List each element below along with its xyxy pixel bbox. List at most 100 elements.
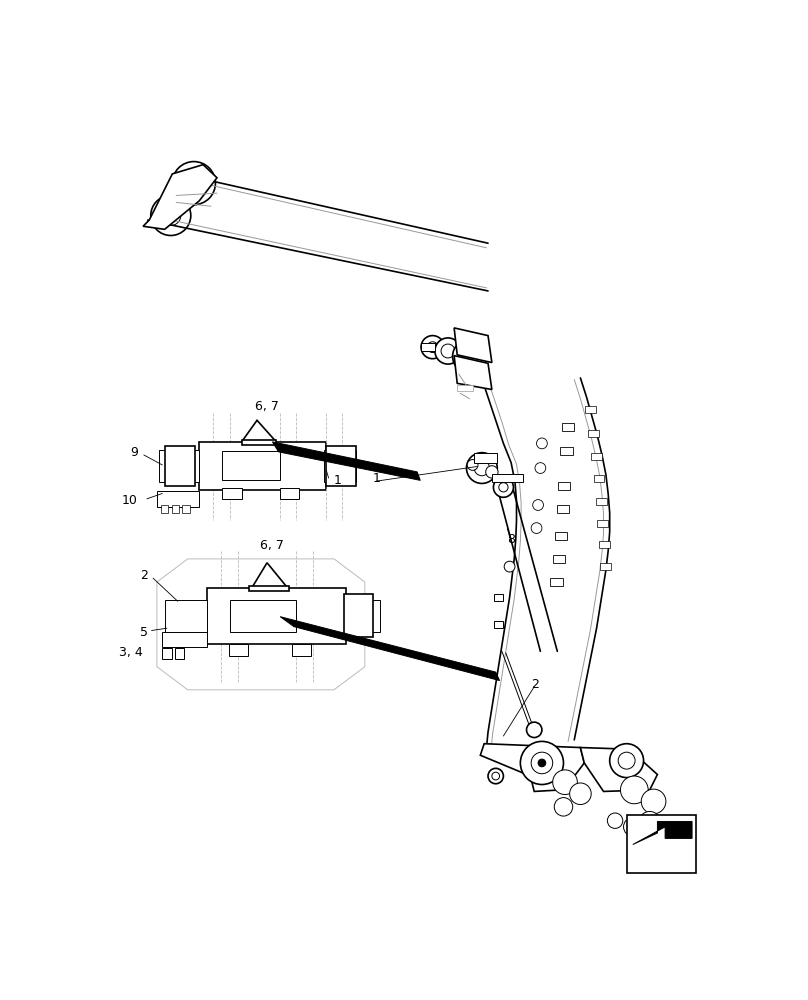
Circle shape	[466, 453, 497, 483]
Bar	[250, 586, 289, 591]
Circle shape	[461, 348, 478, 365]
Circle shape	[639, 811, 660, 833]
Circle shape	[520, 741, 563, 785]
Circle shape	[492, 772, 499, 780]
Bar	[595, 498, 607, 505]
Bar	[585, 406, 595, 413]
Bar	[230, 600, 296, 632]
Bar	[346, 600, 381, 632]
Bar	[161, 505, 169, 513]
Bar	[591, 453, 602, 460]
Bar	[165, 600, 207, 632]
Circle shape	[161, 205, 181, 225]
Bar	[242, 440, 276, 445]
Text: 6, 7: 6, 7	[255, 400, 279, 413]
Polygon shape	[280, 617, 499, 681]
Bar	[600, 563, 611, 570]
Bar	[627, 815, 696, 873]
Circle shape	[435, 338, 461, 364]
Circle shape	[531, 523, 542, 533]
Polygon shape	[272, 442, 420, 480]
Circle shape	[642, 789, 666, 814]
Bar	[561, 447, 573, 455]
Bar	[555, 532, 567, 540]
Circle shape	[504, 561, 515, 572]
Bar	[159, 450, 200, 482]
Bar	[207, 588, 346, 644]
Circle shape	[427, 342, 438, 353]
Bar	[222, 451, 280, 480]
Text: 6, 7: 6, 7	[260, 539, 284, 552]
Polygon shape	[454, 328, 492, 363]
Bar	[344, 594, 373, 637]
Circle shape	[183, 172, 204, 194]
Bar	[588, 430, 599, 437]
Bar	[599, 541, 610, 548]
Bar	[183, 505, 190, 513]
Polygon shape	[580, 748, 658, 791]
Text: 8: 8	[507, 533, 516, 546]
Circle shape	[172, 162, 216, 205]
Bar	[162, 648, 171, 659]
Bar	[494, 594, 503, 601]
Circle shape	[452, 339, 486, 373]
Circle shape	[535, 463, 545, 473]
Bar	[292, 644, 311, 656]
Bar	[200, 442, 326, 490]
Bar	[165, 446, 196, 486]
Circle shape	[610, 744, 643, 778]
Circle shape	[486, 466, 498, 478]
Bar	[553, 555, 565, 563]
Polygon shape	[454, 356, 492, 389]
Circle shape	[608, 813, 623, 828]
Bar	[162, 632, 207, 647]
Text: 5: 5	[141, 626, 149, 639]
Bar	[280, 488, 300, 499]
Bar	[494, 620, 503, 628]
Bar	[229, 644, 248, 656]
Bar	[324, 450, 356, 482]
Circle shape	[441, 344, 455, 358]
Bar	[326, 446, 356, 486]
Bar	[557, 505, 569, 513]
Circle shape	[499, 483, 508, 492]
Text: 9: 9	[130, 446, 137, 459]
Text: 1: 1	[372, 472, 381, 485]
Text: 10: 10	[122, 494, 137, 507]
Bar	[171, 505, 179, 513]
Bar	[594, 475, 604, 482]
Circle shape	[494, 477, 513, 497]
Bar	[157, 491, 200, 507]
Circle shape	[538, 759, 545, 767]
Bar	[558, 482, 570, 490]
Polygon shape	[143, 165, 217, 229]
Bar	[222, 488, 242, 499]
Bar	[474, 453, 497, 463]
Circle shape	[553, 770, 578, 795]
Text: 3, 4: 3, 4	[119, 646, 142, 659]
Circle shape	[618, 752, 635, 769]
Text: 2: 2	[531, 678, 539, 691]
Bar	[175, 648, 184, 659]
Circle shape	[531, 752, 553, 774]
Circle shape	[527, 722, 542, 738]
Text: 2: 2	[141, 569, 149, 582]
Circle shape	[554, 798, 573, 816]
Circle shape	[621, 776, 648, 804]
Bar	[562, 423, 574, 431]
Circle shape	[570, 783, 591, 805]
Circle shape	[532, 500, 544, 510]
Polygon shape	[633, 821, 692, 845]
Bar	[421, 343, 435, 351]
Circle shape	[537, 438, 547, 449]
Circle shape	[151, 195, 191, 235]
Circle shape	[624, 818, 642, 836]
Bar	[597, 520, 608, 527]
Circle shape	[167, 212, 175, 219]
Polygon shape	[480, 744, 584, 791]
Circle shape	[488, 768, 503, 784]
Circle shape	[421, 336, 444, 359]
Circle shape	[467, 460, 478, 470]
Text: 1: 1	[334, 474, 342, 487]
Circle shape	[189, 179, 199, 188]
